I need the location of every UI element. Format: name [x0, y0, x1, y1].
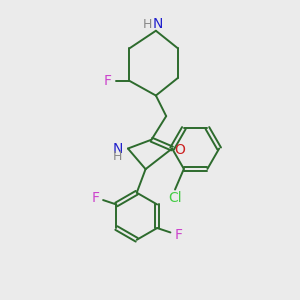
Text: N: N — [152, 17, 163, 31]
Text: Cl: Cl — [168, 191, 182, 205]
Text: F: F — [91, 191, 99, 205]
Text: H: H — [143, 18, 152, 31]
Text: F: F — [103, 74, 111, 88]
Text: F: F — [174, 227, 182, 242]
Text: H: H — [113, 150, 122, 163]
Text: N: N — [112, 142, 123, 155]
Text: O: O — [174, 143, 185, 157]
